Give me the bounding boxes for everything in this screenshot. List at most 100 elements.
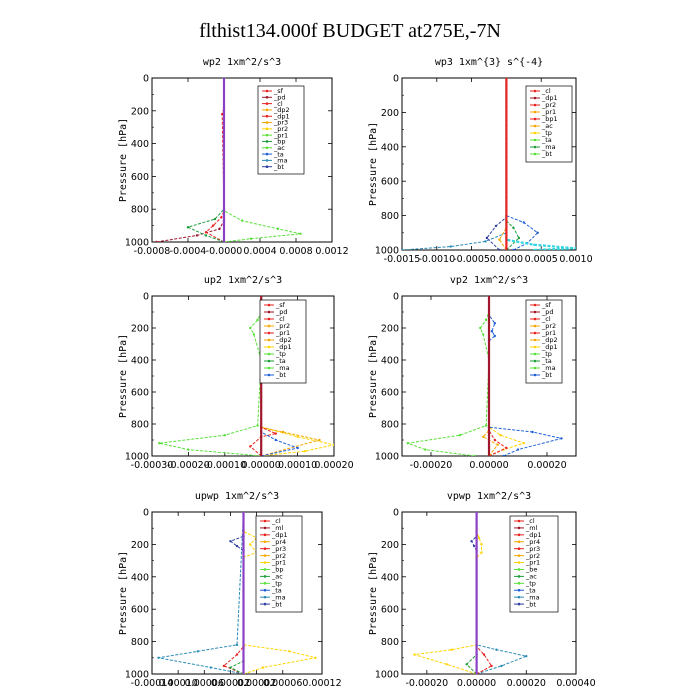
legend-label: _bt [275, 371, 286, 379]
legend-marker [263, 602, 267, 606]
data-point [487, 296, 491, 298]
legend-marker [263, 540, 267, 544]
legend-label: _pr1 [525, 559, 540, 567]
panel-3: up2 1xm^2/s^3 Pressure [hPa] 0 200 400 600 800… [118, 275, 354, 471]
legend-marker [267, 359, 271, 363]
panel-6: vpwp 1xm^2/s^3 Pressure [hPa] 0 200 400 600 80… [368, 491, 596, 689]
panel-1: wp2 1xm^2/s^3 Pressure [hPa] 0 200 400 600 800… [118, 57, 349, 257]
legend-label: _pr2 [525, 552, 540, 560]
legend-label: _dp1 [271, 531, 288, 539]
legend-marker [265, 108, 269, 112]
legend-marker [267, 317, 271, 321]
data-point [157, 656, 160, 659]
data-point [498, 238, 501, 241]
data-point [288, 650, 291, 653]
legend-label: _ac [273, 144, 285, 152]
x-tick-label: 0.00000 [242, 460, 281, 471]
data-point [235, 653, 239, 656]
data-point [332, 443, 334, 446]
legend-marker [263, 526, 267, 530]
data-point [406, 442, 409, 445]
legend-label: _tp [275, 350, 286, 358]
data-point [212, 224, 215, 227]
legend-label: _pr1 [275, 329, 290, 337]
legend-marker [533, 345, 537, 349]
legend: _sf_pd_cl_dp2_dp1_pr3_pr2_pr1_bp_ac_ta_m… [257, 85, 305, 175]
data-point [465, 663, 468, 666]
legend-label: _pr2 [541, 322, 556, 330]
x-tick-label: -0.0004 [170, 246, 207, 257]
y-tick-label: 1000 [375, 452, 399, 463]
legend-marker [265, 133, 269, 137]
legend-label: _cl [273, 100, 283, 108]
series-group [158, 296, 334, 456]
x-tick-label: 0.00006 [185, 678, 224, 689]
legend-marker [517, 568, 521, 571]
legend-marker [265, 127, 269, 131]
legend: _sf_pd_cl_pr2_pr1_dp2_dp1_tp_ta_ma_bt [259, 299, 307, 384]
x-tick-label: -0.0005 [453, 254, 490, 265]
panel-title: wp3 1xm^{3} s^{-4} [435, 57, 543, 68]
data-point [560, 437, 563, 440]
data-point [242, 512, 245, 514]
y-axis-label: Pressure [hPa] [118, 551, 129, 635]
x-tick-label: 0.00012 [302, 678, 341, 689]
data-point [204, 234, 208, 237]
y-tick-label: 1000 [125, 670, 149, 681]
data-point [477, 536, 481, 540]
x-tick-label: -0.00014 [131, 678, 174, 689]
legend-label: _dp1 [275, 343, 292, 351]
data-point [296, 435, 299, 438]
legend-marker [263, 554, 267, 557]
legend-label: _dp1 [273, 112, 290, 120]
data-point [413, 653, 416, 656]
series-line-pr1 [488, 296, 526, 456]
data-point [186, 226, 190, 229]
data-point [218, 227, 221, 231]
data-point [482, 653, 486, 656]
panel-title: wp2 1xm^2/s^3 [203, 57, 281, 68]
data-point [517, 236, 521, 240]
data-point [493, 334, 496, 338]
y-tick-label: 0 [393, 74, 399, 85]
x-tick-label: 0.00020 [314, 460, 353, 471]
series-line-pd [156, 78, 225, 242]
legend-marker [517, 554, 521, 557]
legend-label: _tp [271, 580, 282, 588]
data-point [475, 672, 478, 674]
data-point [281, 430, 285, 434]
data-point [187, 448, 190, 451]
data-point [493, 322, 496, 325]
data-point [475, 512, 478, 514]
series-line-ac [505, 78, 520, 250]
legend-marker [533, 145, 537, 149]
y-tick-label: 600 [381, 177, 399, 188]
series-group [155, 78, 302, 242]
legend-marker [263, 575, 267, 578]
legend-marker [267, 345, 271, 349]
y-tick-label: 400 [131, 356, 149, 367]
legend-label: _dp1 [541, 343, 558, 351]
legend-label: _ta [525, 586, 536, 594]
series-group [413, 512, 529, 674]
legend-label: _tp [525, 580, 536, 588]
legend-label: _pr1 [273, 131, 288, 139]
panel-title: vp2 1xm^2/s^3 [450, 275, 528, 286]
legend-label: _pr2 [275, 322, 290, 330]
data-point [229, 539, 232, 543]
data-point [222, 240, 226, 242]
legend-marker [263, 533, 267, 537]
data-point [512, 226, 515, 229]
legend-label: _ml [271, 524, 284, 532]
legend-label: _bp [271, 566, 284, 574]
x-tick-label: 0.00040 [556, 678, 595, 689]
x-tick-label: 0.00006 [263, 678, 302, 689]
legend-label: _dp2 [541, 336, 558, 344]
x-tick-label: -0.0000 [206, 246, 243, 257]
data-point [479, 326, 482, 330]
y-tick-label: 800 [131, 637, 149, 648]
legend-marker [263, 568, 267, 571]
data-point [498, 248, 501, 250]
y-tick-label: 800 [381, 637, 399, 648]
data-point [500, 664, 503, 668]
